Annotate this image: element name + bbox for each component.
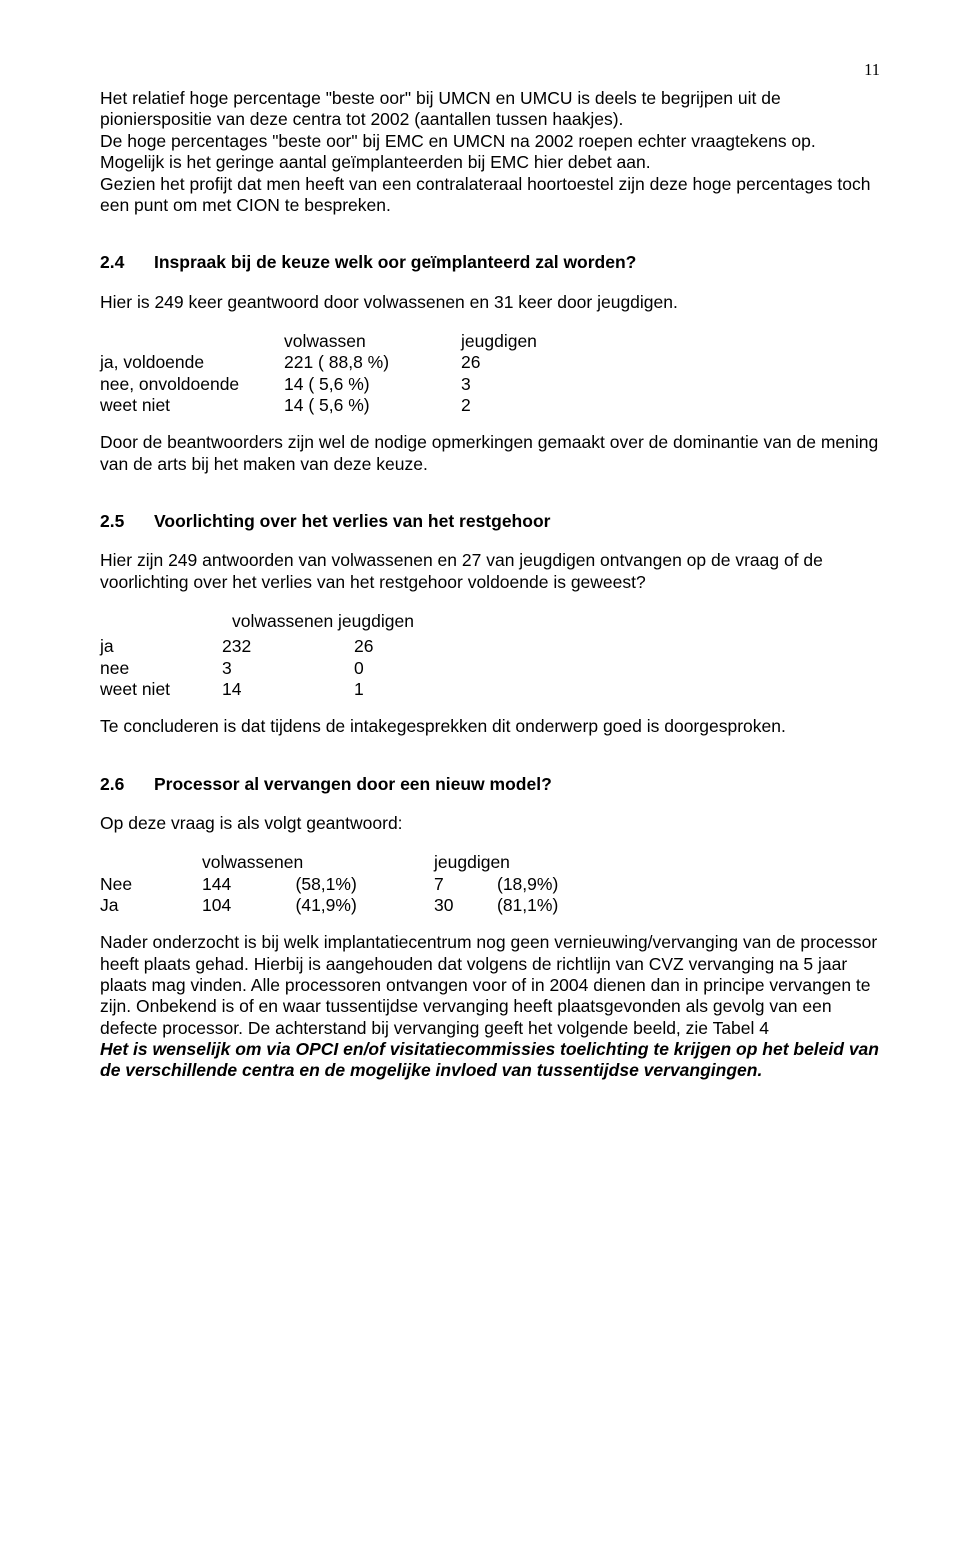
section-2-4-after: Door de beantwoorders zijn wel de nodige… — [100, 432, 880, 475]
section-2-4-title: Inspraak bij de keuze welk oor geïmplant… — [154, 252, 880, 273]
cell: 104 — [202, 895, 296, 916]
cell: 14 ( 5,6 %) — [284, 374, 461, 395]
row-label: weet niet — [100, 395, 284, 416]
section-2-5-heading: 2.5 Voorlichting over het verlies van he… — [100, 511, 880, 532]
cell: 30 — [434, 895, 497, 916]
table-row: volwassen jeugdigen — [100, 331, 545, 352]
table-row: volwassenen jeugdigen — [100, 852, 566, 873]
row-label: nee, onvoldoende — [100, 374, 284, 395]
cell: 26 — [354, 636, 381, 657]
row-label: ja — [100, 636, 222, 657]
table-row: nee, onvoldoende 14 ( 5,6 %) 3 — [100, 374, 545, 395]
table-row: ja, voldoende 221 ( 88,8 %) 26 — [100, 352, 545, 373]
section-2-6-heading: 2.6 Processor al vervangen door een nieu… — [100, 774, 880, 795]
page-number: 11 — [100, 60, 880, 80]
intro-para-2: De hoge percentages "beste oor" bij EMC … — [100, 131, 880, 174]
intro-para-3: Gezien het profijt dat men heeft van een… — [100, 174, 880, 217]
section-2-5-lead: Hier zijn 249 antwoorden van volwassenen… — [100, 550, 880, 593]
section-2-5-title: Voorlichting over het verlies van het re… — [154, 511, 880, 532]
cell: (81,1%) — [497, 895, 566, 916]
cell: 14 ( 5,6 %) — [284, 395, 461, 416]
table-2-5-rows: ja 232 26 nee 3 0 weet niet 14 1 — [100, 636, 381, 700]
row-label: Nee — [100, 874, 202, 895]
section-2-6-title: Processor al vervangen door een nieuw mo… — [154, 774, 880, 795]
intro-para-1: Het relatief hoge percentage "beste oor"… — [100, 88, 880, 131]
table-row: weet niet 14 1 — [100, 679, 381, 700]
row-label: ja, voldoende — [100, 352, 284, 373]
cell: 14 — [222, 679, 354, 700]
table-2-6: volwassenen jeugdigen Nee 144 (58,1%) 7 … — [100, 852, 566, 916]
cell: 3 — [222, 658, 354, 679]
section-2-6-after-2: Het is wenselijk om via OPCI en/of visit… — [100, 1039, 880, 1082]
row-label: weet niet — [100, 679, 222, 700]
cell: 144 — [202, 874, 296, 895]
section-2-4-heading: 2.4 Inspraak bij de keuze welk oor geïmp… — [100, 252, 880, 273]
section-2-4-number: 2.4 — [100, 252, 154, 273]
cell: (58,1%) — [296, 874, 434, 895]
col-header-jeugdigen: jeugdigen — [461, 331, 545, 352]
col-header-volwassenen: volwassenen — [202, 852, 434, 873]
cell: 2 — [461, 395, 545, 416]
cell: 3 — [461, 374, 545, 395]
cell: (18,9%) — [497, 874, 566, 895]
section-2-6-lead: Op deze vraag is als volgt geantwoord: — [100, 813, 880, 834]
cell: 1 — [354, 679, 381, 700]
table-2-4: volwassen jeugdigen ja, voldoende 221 ( … — [100, 331, 545, 416]
col-header-jeugdigen: jeugdigen — [434, 852, 566, 873]
cell: 232 — [222, 636, 354, 657]
col-header-volwassen: volwassen — [284, 331, 461, 352]
row-label: nee — [100, 658, 222, 679]
row-label: Ja — [100, 895, 202, 916]
cell: 26 — [461, 352, 545, 373]
section-2-6-number: 2.6 — [100, 774, 154, 795]
table-row: weet niet 14 ( 5,6 %) 2 — [100, 395, 545, 416]
table-2-5: volwassenen jeugdigen — [100, 611, 422, 632]
cell: 7 — [434, 874, 497, 895]
table-row: Nee 144 (58,1%) 7 (18,9%) — [100, 874, 566, 895]
section-2-4-lead: Hier is 249 keer geantwoord door volwass… — [100, 292, 880, 313]
table-row: ja 232 26 — [100, 636, 381, 657]
table-row: volwassenen jeugdigen — [100, 611, 422, 632]
cell: (41,9%) — [296, 895, 434, 916]
section-2-5-number: 2.5 — [100, 511, 154, 532]
section-2-5-after: Te concluderen is dat tijdens de intakeg… — [100, 716, 880, 737]
table-row: Ja 104 (41,9%) 30 (81,1%) — [100, 895, 566, 916]
table-row: nee 3 0 — [100, 658, 381, 679]
cell: 221 ( 88,8 %) — [284, 352, 461, 373]
section-2-6-after-1: Nader onderzocht is bij welk implantatie… — [100, 932, 880, 1039]
cell: 0 — [354, 658, 381, 679]
col-header-combined: volwassenen jeugdigen — [232, 611, 422, 632]
